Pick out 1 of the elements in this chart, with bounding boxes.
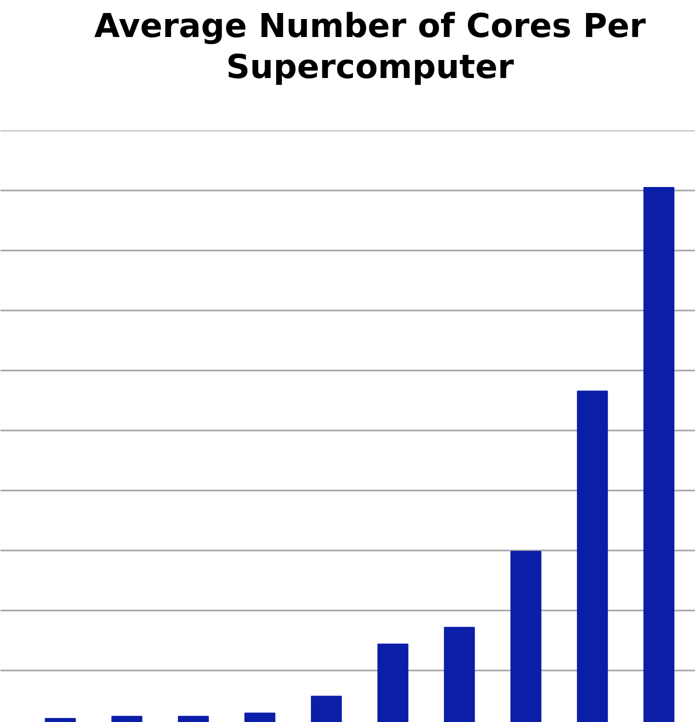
chart-title: Average Number of Cores Per Supercomputer bbox=[93, 5, 647, 88]
